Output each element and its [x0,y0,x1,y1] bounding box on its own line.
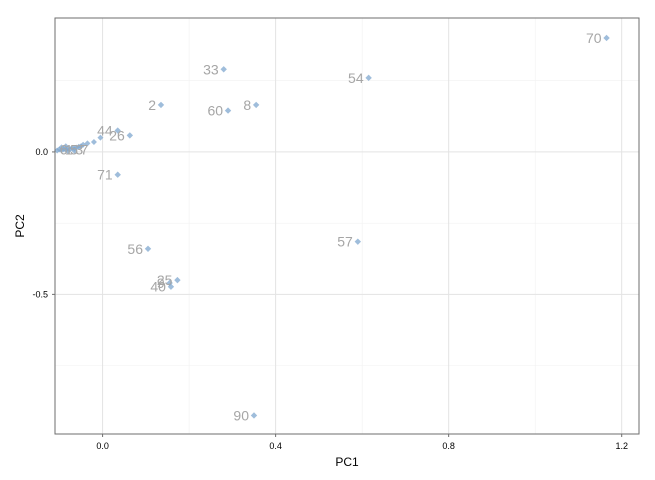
point-label-44: 44 [97,123,113,139]
point-2 [157,101,165,109]
point-label-26: 26 [109,127,125,143]
x-tick-label: 0.4 [269,441,282,451]
y-tick-label: -0.5 [32,289,48,299]
point-33 [220,66,227,73]
cluster-point [54,147,61,154]
point-label-71: 71 [97,167,113,183]
cluster-point [64,148,71,155]
x-tick-label: 1.2 [615,441,628,451]
point-56 [144,245,152,252]
minor-gridlines [55,18,639,434]
point-26 [126,132,134,139]
point-label-56: 56 [127,241,143,257]
plot-panel [55,18,639,434]
panel-border [54,17,640,435]
point-label-33: 33 [203,61,219,77]
point-44 [114,127,121,134]
cluster-point [58,144,65,151]
point-54 [365,74,372,82]
cluster-point-label: 7 [81,141,89,157]
cluster-point-label: 3 [75,141,83,157]
point-label-54: 54 [348,70,364,86]
y-axis-ticks: -0.5 0.0 [32,147,55,299]
x-tick-label: 0.8 [442,441,455,451]
cluster-point-label: 6 [60,141,68,157]
point-label-40: 40 [150,279,166,295]
point-label-9: 9 [157,275,165,291]
point-70 [603,34,610,42]
cluster-point-label: 1 [65,141,73,157]
point-label-60: 60 [207,103,223,119]
point-40 [167,283,175,290]
y-tick-label: 0.0 [35,147,48,157]
point-label-8: 8 [243,97,251,113]
cluster-point [97,134,104,141]
cluster-point [71,147,78,154]
point-label-2: 2 [148,97,156,113]
x-axis-title: PC1 [335,455,359,469]
point-label-70: 70 [586,30,602,46]
point-71 [114,171,121,178]
cluster-point [90,138,97,145]
cluster-point [62,143,69,150]
y-axis-title: PC2 [13,214,27,238]
x-tick-label: 0.0 [96,441,109,451]
point-label-57: 57 [337,234,353,250]
x-axis-ticks: 0.0 0.4 0.8 1.2 [96,434,628,451]
point-8 [252,101,260,109]
major-gridlines [55,18,639,434]
point-90 [250,412,258,419]
data-points [54,34,610,419]
point-57 [354,238,362,245]
point-label-90: 90 [233,407,249,423]
point-label-25: 25 [157,272,173,288]
point-25 [174,276,181,284]
cluster-point-label: 5 [70,141,78,157]
point-60 [224,107,232,114]
